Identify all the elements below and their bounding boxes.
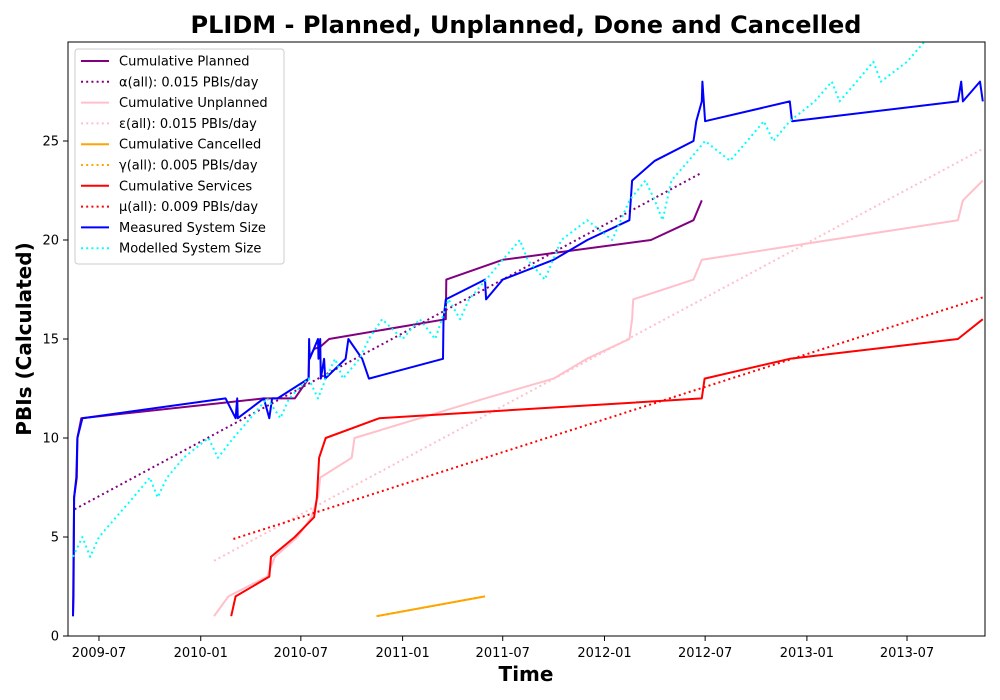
y-tick-label: 0 <box>51 630 59 645</box>
x-tick-label: 2013-07 <box>880 646 934 661</box>
legend-label-9: Modelled System Size <box>119 242 261 257</box>
series-line-7 <box>233 296 984 540</box>
legend: Cumulative Planned α(all): 0.015 PBIs/day… <box>74 48 285 265</box>
x-tick-label: 2011-01 <box>375 646 429 661</box>
x-tick-label: 2010-01 <box>174 646 228 661</box>
y-tick-label: 20 <box>42 234 59 249</box>
legend-label-8: Measured System Size <box>119 221 266 236</box>
y-axis: 0 5 10 15 20 25 <box>42 135 68 645</box>
y-tick-label: 15 <box>42 333 59 348</box>
x-tick-label: 2010-07 <box>274 646 328 661</box>
legend-label-7: μ(all): 0.009 PBIs/day <box>119 200 258 215</box>
series-line-3 <box>213 148 984 562</box>
y-axis-label: PBIs (Calculated) <box>12 242 36 435</box>
chart-title: PLIDM - Planned, Unplanned, Done and Can… <box>191 11 862 39</box>
legend-label-0: Cumulative Planned <box>119 55 249 70</box>
x-tick-label: 2011-07 <box>476 646 530 661</box>
x-axis-label: Time <box>499 662 554 686</box>
series-line-1 <box>74 171 703 511</box>
y-tick-label: 25 <box>42 135 59 150</box>
series-line-6 <box>230 318 984 617</box>
series-layer <box>72 42 984 618</box>
legend-label-6: Cumulative Services <box>119 179 252 194</box>
series-line-4 <box>376 595 486 618</box>
legend-label-5: γ(all): 0.005 PBIs/day <box>119 159 258 174</box>
x-tick-label: 2009-07 <box>72 646 126 661</box>
series-line-9 <box>72 42 925 558</box>
x-tick-label: 2012-01 <box>577 646 631 661</box>
legend-label-4: Cumulative Cancelled <box>119 138 261 153</box>
legend-label-3: ε(all): 0.015 PBIs/day <box>119 117 257 132</box>
legend-label-1: α(all): 0.015 PBIs/day <box>119 75 259 90</box>
y-tick-label: 5 <box>51 531 59 546</box>
legend-box <box>74 48 285 265</box>
x-tick-label: 2012-07 <box>678 646 732 661</box>
series-line-2 <box>213 179 984 617</box>
y-tick-label: 10 <box>42 432 59 447</box>
series-line-8 <box>72 80 984 617</box>
legend-label-2: Cumulative Unplanned <box>119 96 268 111</box>
x-axis: 2009-07 2010-01 2010-07 2011-01 2011-07 2012-… <box>72 636 934 661</box>
x-tick-label: 2013-01 <box>780 646 834 661</box>
